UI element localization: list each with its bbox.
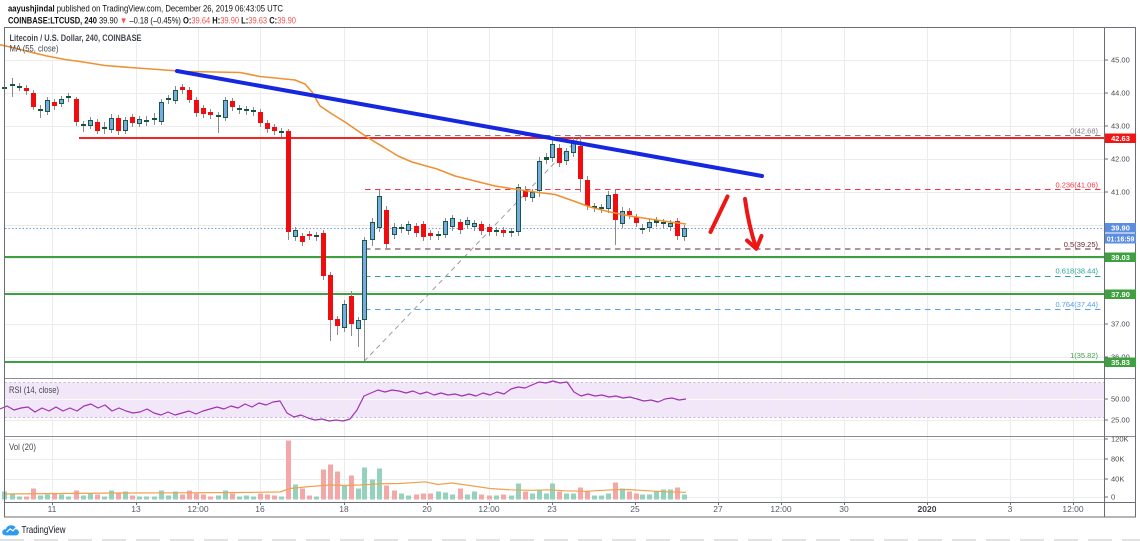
- svg-text:COINBASE:LTCUSD, 240 39.90 ▼: COINBASE:LTCUSD, 240 39.90 ▼ –0.18 (–0.4…: [8, 16, 296, 26]
- svg-text:13: 13: [131, 504, 141, 514]
- svg-text:36.00: 36.00: [1111, 353, 1130, 362]
- svg-text:11: 11: [48, 504, 57, 514]
- svg-text:0(42.68): 0(42.68): [1070, 127, 1098, 136]
- svg-text:23: 23: [547, 504, 557, 514]
- svg-text:43.00: 43.00: [1111, 122, 1130, 131]
- svg-text:80K: 80K: [1111, 455, 1124, 464]
- svg-text:01:16:59: 01:16:59: [1107, 236, 1135, 243]
- svg-text:RSI (14, close): RSI (14, close): [9, 385, 59, 395]
- svg-text:120K: 120K: [1111, 435, 1129, 444]
- svg-text:42.63: 42.63: [1111, 134, 1130, 143]
- svg-text:0: 0: [1111, 493, 1115, 502]
- svg-text:12:00: 12:00: [1062, 504, 1084, 514]
- svg-text:18: 18: [339, 504, 349, 514]
- svg-text:27: 27: [713, 504, 723, 514]
- svg-text:0.618(38.44): 0.618(38.44): [1055, 267, 1098, 276]
- svg-text:MA (55, close): MA (55, close): [10, 44, 59, 54]
- svg-text:37.00: 37.00: [1111, 320, 1130, 329]
- svg-text:50.00: 50.00: [1111, 395, 1130, 404]
- svg-text:37.90: 37.90: [1111, 290, 1130, 299]
- svg-text:40K: 40K: [1111, 475, 1124, 484]
- svg-text:39.03: 39.03: [1111, 253, 1130, 262]
- svg-text:2020: 2020: [918, 504, 937, 514]
- svg-text:39.90: 39.90: [1111, 223, 1130, 232]
- svg-text:0.236(41.06): 0.236(41.06): [1055, 181, 1098, 190]
- svg-text:12:00: 12:00: [187, 504, 209, 514]
- svg-text:3: 3: [1008, 504, 1013, 514]
- svg-text:20: 20: [422, 504, 432, 514]
- svg-text:aayushjindal published on Trad: aayushjindal published on TradingView.co…: [8, 4, 283, 14]
- svg-text:30: 30: [839, 504, 849, 514]
- svg-text:35.83: 35.83: [1111, 358, 1130, 367]
- svg-text:44.00: 44.00: [1111, 89, 1130, 98]
- svg-text:1(35.82): 1(35.82): [1070, 351, 1098, 360]
- svg-text:16: 16: [255, 504, 265, 514]
- svg-text:0.764(37.44): 0.764(37.44): [1055, 300, 1098, 309]
- svg-text:25: 25: [630, 504, 640, 514]
- svg-text:TradingView: TradingView: [22, 524, 66, 536]
- svg-text:Litecoin / U.S. Dollar, 240, C: Litecoin / U.S. Dollar, 240, COINBASE: [10, 33, 142, 44]
- svg-text:0.5(39.25): 0.5(39.25): [1064, 240, 1099, 249]
- svg-text:12:00: 12:00: [478, 504, 500, 514]
- svg-text:45.00: 45.00: [1111, 56, 1130, 65]
- svg-text:Vol (20): Vol (20): [9, 442, 36, 452]
- svg-text:42.00: 42.00: [1111, 155, 1130, 164]
- svg-text:12:00: 12:00: [770, 504, 792, 514]
- svg-text:41.00: 41.00: [1111, 188, 1130, 197]
- svg-text:25.00: 25.00: [1111, 416, 1130, 425]
